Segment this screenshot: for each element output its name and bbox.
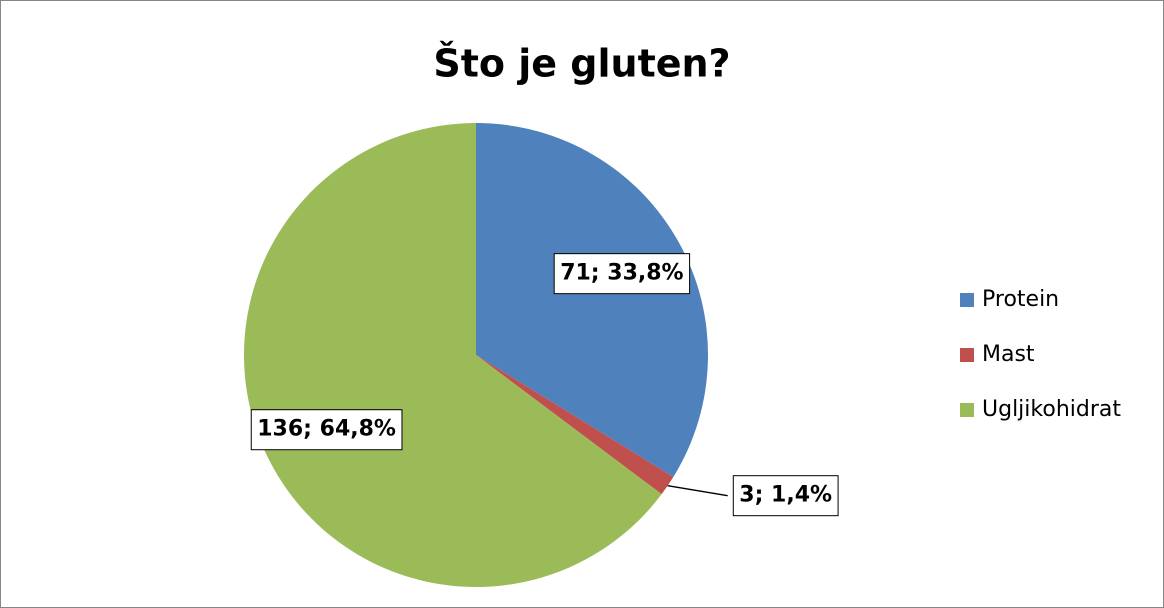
legend-label: Protein [982,287,1059,312]
pie-slice [476,123,708,477]
legend-swatch [960,403,974,417]
legend-label: Mast [982,342,1035,367]
data-label-box [553,253,691,295]
data-label: 136; 64,8% [257,417,396,442]
chart-title: Što je gluten? [433,42,730,86]
leader-line [667,484,728,497]
pie-slice [243,123,662,587]
data-label-box [732,475,839,517]
data-label: 71; 33,8% [560,261,683,286]
legend-swatch [960,293,974,307]
data-label-box [250,409,403,451]
data-label: 3; 1,4% [739,483,832,508]
legend-label: Ugljikohidrat [982,397,1121,422]
legend-swatch [960,348,974,362]
pie-slice [476,355,674,495]
